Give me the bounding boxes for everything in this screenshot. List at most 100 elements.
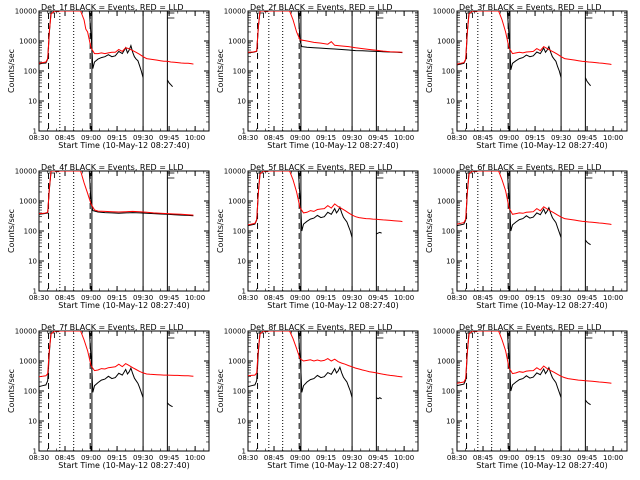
x-axis-label: Start Time (10-May-12 08:27:40) <box>58 301 189 310</box>
x-tick-label: 09:15 <box>525 454 545 462</box>
y-tick-label: 1000 <box>228 198 246 206</box>
x-tick-label: 10:00 <box>603 454 623 462</box>
red-lld-series-2 <box>39 331 194 378</box>
y-tick-label: 10000 <box>15 168 37 176</box>
y-tick-label: 10 <box>446 258 455 266</box>
y-tick-label: 1000 <box>437 358 455 366</box>
x-tick-label: 08:45 <box>264 454 284 462</box>
x-tick-label: 09:45 <box>577 134 597 142</box>
plot-frame <box>38 170 210 292</box>
black-events-series-1 <box>166 79 173 88</box>
y-tick-label: 10000 <box>433 168 455 176</box>
x-axis-label: Start Time (10-May-12 08:27:40) <box>58 141 189 150</box>
x-axis-label: Start Time (10-May-12 08:27:40) <box>267 461 398 470</box>
x-tick-label: 09:30 <box>342 134 362 142</box>
panel-title: Det_5f BLACK = Events, RED = LLD <box>250 163 393 172</box>
x-tick-label: 08:30 <box>29 134 49 142</box>
x-tick-label: 10:00 <box>185 134 205 142</box>
panel-7: 1 10 100 1000 10000 08:30 08:45 09:00 09:15 09:30… <box>7 323 210 470</box>
x-axis-label: Start Time (10-May-12 08:27:40) <box>476 461 607 470</box>
x-tick-label: 10:00 <box>603 134 623 142</box>
y-tick-label: 1000 <box>19 38 37 46</box>
y-tick-label: 1000 <box>437 198 455 206</box>
panel-5: 1 10 100 1000 10000 08:30 08:45 09:00 09:15 09:30… <box>216 163 419 310</box>
y-tick-label: 1000 <box>19 358 37 366</box>
y-axis-label: Counts/sec <box>7 209 16 253</box>
x-tick-label: 09:15 <box>107 454 127 462</box>
x-tick-label: 09:15 <box>316 294 336 302</box>
y-tick-label: 10000 <box>433 328 455 336</box>
y-tick-label: 10 <box>237 418 246 426</box>
panel-2: 1 10 100 1000 10000 08:30 08:45 09:00 09:15 09:30… <box>216 3 419 150</box>
x-tick-label: 08:30 <box>447 454 467 462</box>
panel-4: 1 10 100 1000 10000 08:30 08:45 09:00 09:15 09:30… <box>7 163 210 310</box>
y-axis-label: Counts/sec <box>216 209 225 253</box>
x-tick-label: 08:30 <box>447 294 467 302</box>
red-lld-series-1 <box>248 11 403 53</box>
x-tick-label: 09:00 <box>81 454 101 462</box>
y-tick-label: 1 <box>242 288 246 296</box>
x-tick-label: 09:45 <box>368 454 388 462</box>
y-tick-label: 100 <box>24 388 37 396</box>
x-tick-label: 09:45 <box>159 294 179 302</box>
y-tick-label: 10000 <box>15 328 37 336</box>
plot-frame <box>38 10 210 132</box>
x-tick-label: 09:30 <box>133 294 153 302</box>
x-tick-label: 08:30 <box>238 294 258 302</box>
y-tick-label: 10 <box>237 258 246 266</box>
x-tick-label: 10:00 <box>394 294 414 302</box>
x-tick-label: 09:30 <box>133 454 153 462</box>
x-tick-label: 09:30 <box>551 294 571 302</box>
x-tick-label: 08:45 <box>473 134 493 142</box>
red-lld-series-1 <box>39 171 194 216</box>
black-events-series-1 <box>584 239 591 246</box>
x-tick-label: 08:30 <box>238 454 258 462</box>
black-events-series-0 <box>457 331 562 398</box>
bracket-marker <box>48 172 55 178</box>
y-axis-label: Counts/sec <box>7 49 16 93</box>
red-lld-series-2 <box>457 11 612 65</box>
x-tick-label: 08:30 <box>447 134 467 142</box>
x-tick-label: 10:00 <box>394 134 414 142</box>
x-tick-label: 10:00 <box>185 454 205 462</box>
plot-frame <box>456 10 628 132</box>
y-tick-label: 100 <box>233 68 246 76</box>
black-events-series-1 <box>584 399 591 406</box>
panel-title: Det_3f BLACK = Events, RED = LLD <box>459 3 602 12</box>
black-events-series-0 <box>248 171 353 238</box>
y-tick-label: 1 <box>33 448 37 456</box>
x-tick-label: 08:45 <box>55 294 75 302</box>
panel-8: 1 10 100 1000 10000 08:30 08:45 09:00 09:15 09:30… <box>216 323 419 470</box>
y-tick-label: 1000 <box>228 38 246 46</box>
y-tick-label: 100 <box>24 228 37 236</box>
x-tick-label: 09:30 <box>342 454 362 462</box>
x-tick-label: 09:45 <box>577 294 597 302</box>
y-tick-label: 1000 <box>228 358 246 366</box>
x-tick-label: 08:30 <box>29 294 49 302</box>
y-tick-label: 100 <box>24 68 37 76</box>
x-tick-label: 09:45 <box>368 294 388 302</box>
y-tick-label: 10000 <box>224 168 246 176</box>
x-tick-label: 09:45 <box>159 134 179 142</box>
y-tick-label: 10 <box>237 98 246 106</box>
panel-9: 1 10 100 1000 10000 08:30 08:45 09:00 09:15 09:30… <box>425 323 628 470</box>
y-tick-label: 1 <box>242 448 246 456</box>
black-events-series-0 <box>248 331 353 398</box>
panel-title: Det_1f BLACK = Events, RED = LLD <box>41 3 184 12</box>
y-tick-label: 10000 <box>433 8 455 16</box>
y-tick-label: 10 <box>446 98 455 106</box>
plot-frame <box>38 330 210 452</box>
x-tick-label: 10:00 <box>394 454 414 462</box>
black-events-series-1 <box>376 231 382 235</box>
x-tick-label: 09:15 <box>107 134 127 142</box>
x-tick-label: 09:00 <box>499 454 519 462</box>
x-tick-label: 09:45 <box>577 454 597 462</box>
y-tick-label: 10 <box>28 258 37 266</box>
panel-title: Det_9f BLACK = Events, RED = LLD <box>459 323 602 332</box>
x-tick-label: 09:15 <box>525 134 545 142</box>
x-tick-label: 08:30 <box>238 134 258 142</box>
y-axis-label: Counts/sec <box>425 209 434 253</box>
x-tick-label: 09:15 <box>316 454 336 462</box>
